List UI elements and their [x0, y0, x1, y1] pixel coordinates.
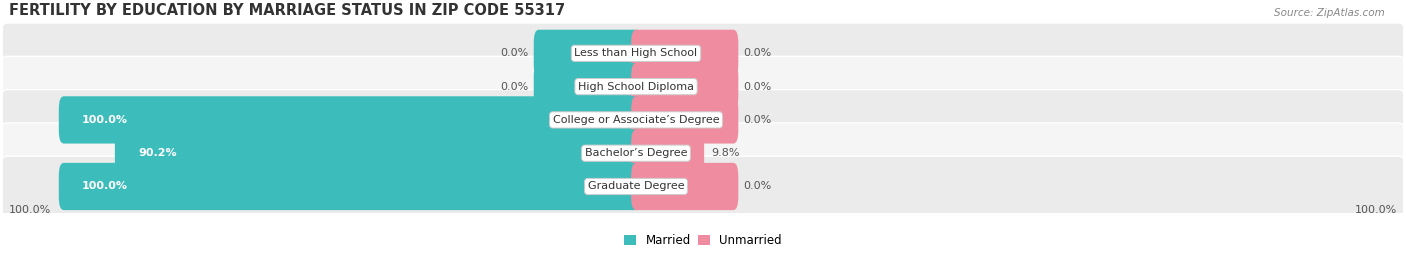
FancyBboxPatch shape: [534, 63, 641, 110]
Text: Graduate Degree: Graduate Degree: [588, 182, 685, 192]
Text: Bachelor’s Degree: Bachelor’s Degree: [585, 148, 688, 158]
Text: 0.0%: 0.0%: [501, 82, 529, 92]
FancyBboxPatch shape: [115, 130, 641, 177]
Text: FERTILITY BY EDUCATION BY MARRIAGE STATUS IN ZIP CODE 55317: FERTILITY BY EDUCATION BY MARRIAGE STATU…: [8, 3, 565, 18]
Text: College or Associate’s Degree: College or Associate’s Degree: [553, 115, 720, 125]
Text: 100.0%: 100.0%: [1355, 206, 1398, 215]
Text: 0.0%: 0.0%: [744, 115, 772, 125]
FancyBboxPatch shape: [534, 30, 641, 77]
FancyBboxPatch shape: [631, 30, 738, 77]
FancyBboxPatch shape: [0, 123, 1406, 183]
FancyBboxPatch shape: [0, 90, 1406, 150]
FancyBboxPatch shape: [631, 63, 738, 110]
Text: 0.0%: 0.0%: [744, 182, 772, 192]
Text: 0.0%: 0.0%: [744, 48, 772, 58]
Legend: Married, Unmarried: Married, Unmarried: [620, 230, 786, 250]
FancyBboxPatch shape: [631, 130, 704, 177]
Text: Source: ZipAtlas.com: Source: ZipAtlas.com: [1274, 8, 1385, 18]
FancyBboxPatch shape: [631, 96, 738, 144]
FancyBboxPatch shape: [59, 163, 641, 210]
FancyBboxPatch shape: [631, 163, 738, 210]
FancyBboxPatch shape: [0, 56, 1406, 117]
FancyBboxPatch shape: [0, 156, 1406, 217]
Text: Less than High School: Less than High School: [575, 48, 697, 58]
Text: 0.0%: 0.0%: [744, 82, 772, 92]
Text: 100.0%: 100.0%: [8, 206, 51, 215]
Text: 100.0%: 100.0%: [82, 182, 128, 192]
FancyBboxPatch shape: [0, 23, 1406, 84]
Text: High School Diploma: High School Diploma: [578, 82, 695, 92]
Text: 0.0%: 0.0%: [501, 48, 529, 58]
Text: 9.8%: 9.8%: [711, 148, 740, 158]
Text: 100.0%: 100.0%: [82, 115, 128, 125]
Text: 90.2%: 90.2%: [138, 148, 177, 158]
FancyBboxPatch shape: [59, 96, 641, 144]
